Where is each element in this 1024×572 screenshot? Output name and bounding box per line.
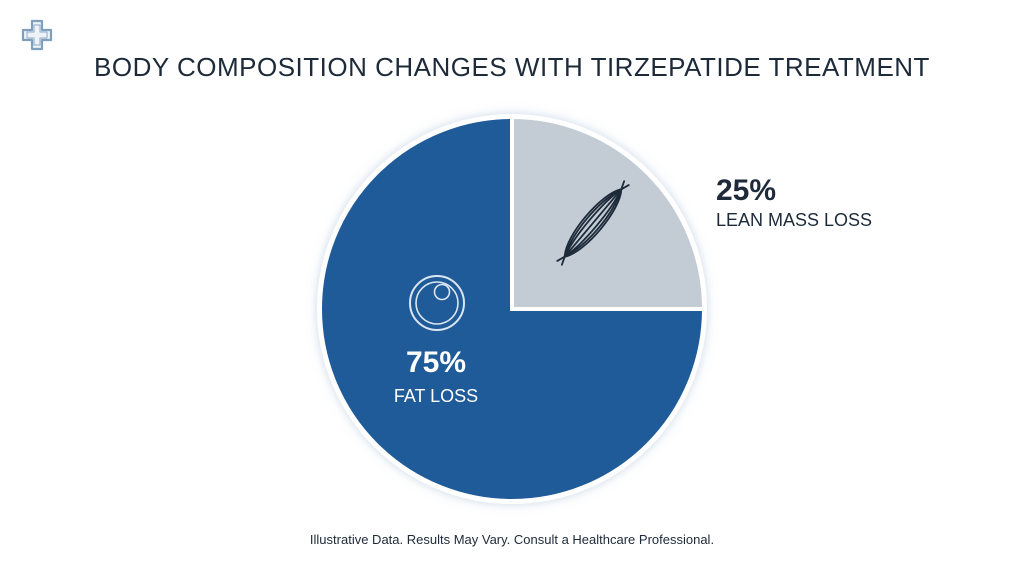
- fat-loss-value-label: 75%: [406, 346, 466, 379]
- fat-loss-name-label: FAT LOSS: [394, 386, 478, 406]
- medical-cross-logo: [21, 19, 53, 51]
- muscle-icon: [556, 180, 630, 266]
- lean-mass-name-label: LEAN MASS LOSS: [716, 210, 872, 230]
- lean-mass-value-label: 25%: [716, 174, 776, 207]
- disclaimer-footnote: Illustrative Data. Results May Vary. Con…: [309, 532, 715, 547]
- chart-title: BODY COMPOSITION CHANGES WITH TIRZEPATID…: [94, 52, 930, 82]
- pie-slice-lean-mass-loss: [510, 114, 707, 311]
- pie-slice-fat-loss: [318, 114, 707, 503]
- fat-cell-icon: [409, 275, 465, 331]
- medical-cross-icon: [21, 19, 53, 51]
